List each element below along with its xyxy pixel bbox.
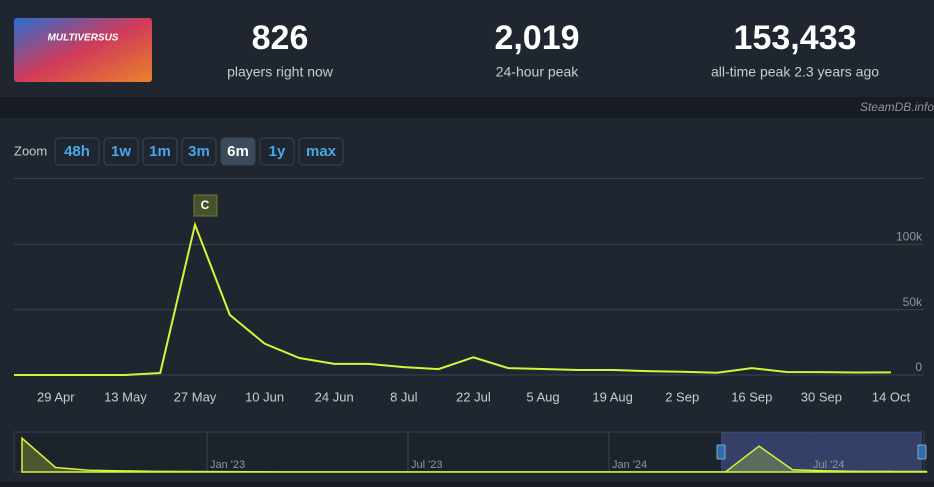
annotation: C [201, 198, 210, 212]
zoom-button[interactable] [54, 137, 100, 166]
x-tick-label: 27 May [174, 389, 217, 404]
x-tick-label: 8 Jul [390, 389, 418, 404]
y-tick-label: 50k [903, 295, 923, 309]
plot-top [14, 178, 924, 179]
x-tick-label: 2 Sep [665, 389, 699, 404]
x-tick-label: 10 Jun [245, 389, 284, 404]
navigator-handle[interactable] [917, 444, 927, 460]
zoom-button[interactable] [298, 137, 344, 166]
zoom-button-label[interactable]: 1y [269, 143, 286, 160]
navigator-handle[interactable] [716, 444, 726, 460]
x-tick-label: 30 Sep [801, 389, 842, 404]
chart-panel [0, 118, 934, 482]
zoom-button-label[interactable]: 6m [227, 143, 249, 160]
zoom-button-label[interactable]: 1m [149, 143, 171, 160]
zoom-button[interactable] [142, 137, 178, 166]
zoom-button[interactable] [220, 137, 256, 166]
watermark[interactable]: SteamDB.info [860, 100, 934, 114]
navigator-label: Jul '24 [813, 459, 844, 471]
zoom-button-label[interactable]: 1w [111, 143, 131, 160]
stat-label: 24-hour peak [496, 64, 580, 80]
x-tick-label: 19 Aug [592, 389, 633, 404]
y-tick-label: 0 [915, 360, 922, 374]
x-tick-label: 5 Aug [526, 389, 559, 404]
x-tick-label: 14 Oct [872, 389, 911, 404]
stat-value: 2,019 [494, 19, 579, 57]
x-tick-label: 29 Apr [37, 389, 75, 404]
zoom-button-label[interactable]: 48h [64, 143, 90, 160]
stat-value: 826 [252, 19, 309, 57]
zoom-button-label[interactable]: max [306, 143, 337, 160]
stat-value: 153,433 [734, 19, 857, 57]
navigator-selection[interactable] [721, 432, 922, 472]
navigator-label: Jan '23 [210, 459, 245, 471]
zoom-button[interactable] [103, 137, 139, 166]
navigator-label: Jul '23 [411, 459, 442, 471]
logo-text: MULTIVERSUS [48, 33, 119, 44]
zoom-button[interactable] [259, 137, 295, 166]
zoom-buttons: 48h 1w 1m 3m 6m 1y max [54, 137, 344, 166]
stats-panel [0, 0, 934, 97]
zoom-button-label[interactable]: 3m [188, 143, 210, 160]
series-line [14, 221, 892, 376]
x-tick-label: 16 Sep [731, 389, 772, 404]
annotation-flag [193, 194, 218, 217]
stat-label: all-time peak 2.3 years ago [711, 64, 879, 80]
x-tick-label: 24 Jun [315, 389, 354, 404]
navigator-label: Jan '24 [612, 459, 647, 471]
y-tick-label: 100k [896, 230, 923, 244]
navigator-area [21, 436, 928, 473]
x-tick-label: 22 Jul [456, 389, 491, 404]
zoom-label: Zoom [14, 143, 47, 158]
x-tick-label: 13 May [104, 389, 147, 404]
game-logo [14, 18, 152, 82]
zoom-button[interactable] [181, 137, 217, 166]
stat-label: players right now [227, 64, 334, 80]
